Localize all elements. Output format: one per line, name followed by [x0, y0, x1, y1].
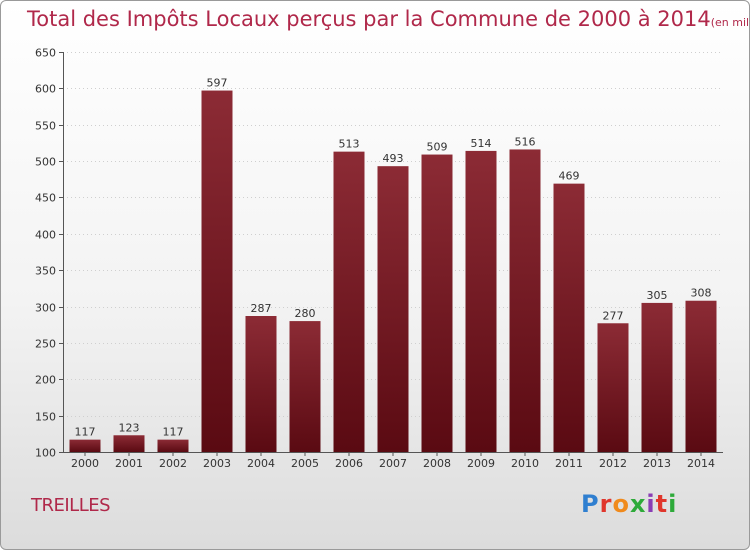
y-tick-label: 650 — [35, 47, 56, 60]
bar-2000[interactable] — [69, 439, 101, 452]
x-tick-label: 2009 — [467, 457, 495, 470]
x-tick-label: 2014 — [687, 457, 715, 470]
x-tick-label: 2002 — [159, 457, 187, 470]
commune-name: TREILLES — [31, 495, 111, 516]
y-tick-label: 450 — [35, 192, 56, 205]
bar-2013[interactable] — [641, 302, 673, 452]
x-tick-label: 2011 — [555, 457, 583, 470]
bar-value-label: 123 — [119, 421, 140, 434]
y-tick-label: 350 — [35, 265, 56, 278]
bar-2002[interactable] — [157, 439, 189, 452]
bar-value-label: 280 — [295, 307, 316, 320]
bar-2007[interactable] — [377, 166, 409, 452]
bar-2014[interactable] — [685, 300, 717, 452]
x-tick-label: 2000 — [71, 457, 99, 470]
bar-2012[interactable] — [597, 323, 629, 452]
bar-value-label: 117 — [163, 426, 184, 439]
title-row: Total des Impôts Locaux perçus par la Co… — [27, 7, 750, 31]
bar-2001[interactable] — [113, 435, 145, 452]
x-tick-label: 2008 — [423, 457, 451, 470]
x-tick-label: 2010 — [511, 457, 539, 470]
proxiti-logo[interactable]: Proxiti — [581, 490, 678, 518]
bar-2011[interactable] — [553, 183, 585, 453]
chart-unit: (en milliers d'€) — [710, 16, 750, 29]
bar-2010[interactable] — [509, 149, 541, 453]
x-tick-label: 2012 — [599, 457, 627, 470]
y-tick-label: 200 — [35, 374, 56, 387]
y-tick-label: 300 — [35, 302, 56, 315]
x-tick-label: 2005 — [291, 457, 319, 470]
bar-2004[interactable] — [245, 316, 277, 452]
bar-value-label: 513 — [339, 138, 360, 151]
x-axis: 2000 2001 2002 2003 2004 2005 2006 2007 2008 2009… — [63, 452, 723, 470]
y-tick-label: 150 — [35, 411, 56, 424]
y-axis: 100 150 200 250 300 350 400 450 500 550 600 650 — [35, 47, 64, 460]
y-tick-label: 100 — [35, 447, 56, 460]
y-tick-label: 600 — [35, 83, 56, 96]
bar-2005[interactable] — [289, 321, 321, 452]
x-tick-label: 2006 — [335, 457, 363, 470]
bar-value-label: 516 — [515, 135, 536, 148]
bar-value-label: 308 — [691, 287, 712, 300]
bar-value-label: 597 — [207, 77, 228, 90]
y-tick-label: 500 — [35, 156, 56, 169]
bar-value-label: 287 — [251, 302, 272, 315]
y-tick-label: 400 — [35, 229, 56, 242]
bar-2008[interactable] — [421, 154, 453, 452]
bar-value-label: 469 — [559, 170, 580, 183]
chart-title: Total des Impôts Locaux perçus par la Co… — [27, 7, 711, 31]
y-tick-label: 250 — [35, 338, 56, 351]
bar-value-label: 514 — [471, 137, 492, 150]
bar-value-label: 117 — [75, 426, 96, 439]
y-tick-label: 550 — [35, 120, 56, 133]
bar-2003[interactable] — [201, 90, 233, 452]
bar-2006[interactable] — [333, 151, 365, 453]
bar-value-label: 277 — [603, 309, 624, 322]
x-tick-label: 2001 — [115, 457, 143, 470]
bar-value-label: 493 — [383, 152, 404, 165]
bars: 117 123 117 597 287 280 513 493 509 514 516 469 277 3… — [69, 77, 717, 453]
x-tick-label: 2007 — [379, 457, 407, 470]
bar-value-label: 305 — [647, 289, 668, 302]
bar-value-label: 509 — [427, 141, 448, 154]
x-tick-label: 2003 — [203, 457, 231, 470]
x-tick-label: 2004 — [247, 457, 275, 470]
x-tick-label: 2013 — [643, 457, 671, 470]
bar-2009[interactable] — [465, 150, 497, 452]
